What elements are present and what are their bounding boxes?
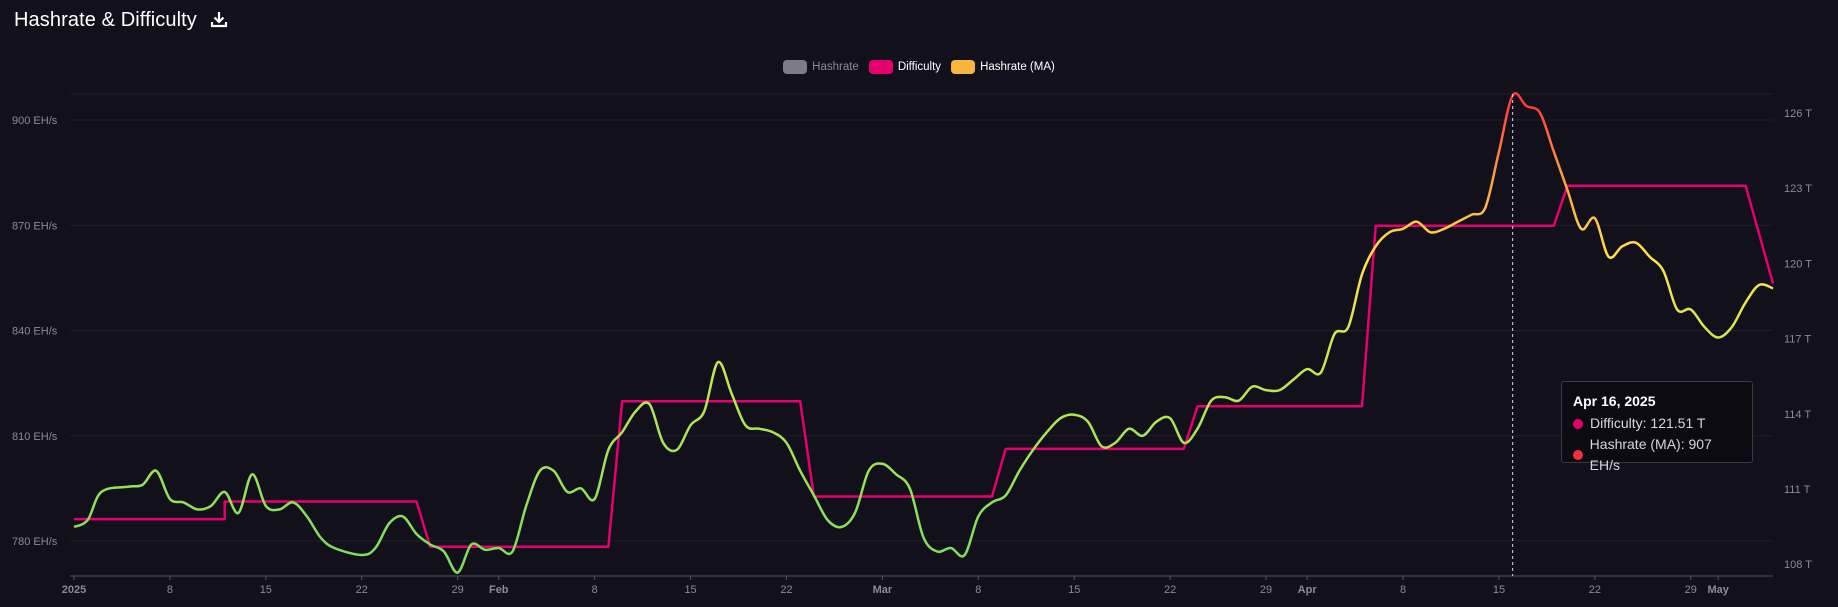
y-right-tick-label: 123 T [1784, 183, 1812, 195]
x-tick-label: May [1707, 584, 1729, 596]
x-tick-label: 8 [592, 584, 598, 596]
x-tick-label: 15 [260, 584, 272, 596]
y-left-tick-label: 870 EH/s [12, 220, 58, 232]
legend-item-hashrate[interactable]: Hashrate [783, 60, 859, 74]
legend-item-difficulty[interactable]: Difficulty [868, 60, 942, 74]
x-tick-label: 22 [1589, 584, 1601, 596]
chart-tooltip: Apr 16, 2025 Difficulty: 121.51 T Hashra… [1561, 381, 1753, 473]
x-tick-label: 8 [1400, 584, 1406, 596]
chart-header: Hashrate & Difficulty [14, 6, 229, 34]
x-tick-label: Mar [873, 584, 893, 596]
y-left-tick-label: 840 EH/s [12, 326, 58, 338]
tooltip-dot-hashrate [1573, 450, 1583, 460]
legend-swatch-hashrate-ma [951, 60, 976, 74]
tooltip-difficulty-value: Difficulty: 121.51 T [1590, 415, 1706, 431]
chart-legend: Hashrate Difficulty Hashrate (MA) [0, 60, 1838, 74]
x-tick-label: 22 [356, 584, 368, 596]
x-tick-label: 22 [780, 584, 792, 596]
x-tick-label: Apr [1298, 584, 1318, 596]
x-tick-label: 29 [1685, 584, 1697, 596]
y-left-tick-label: 810 EH/s [12, 431, 58, 443]
x-tick-label: 15 [1493, 584, 1505, 596]
hashrate-ma-line [73, 92, 1774, 574]
tooltip-row-difficulty: Difficulty: 121.51 T [1573, 413, 1741, 434]
x-tick-label: 29 [1260, 584, 1272, 596]
tooltip-row-hashrate: Hashrate (MA): 907 EH/s [1573, 434, 1741, 476]
y-right-tick-label: 111 T [1784, 484, 1811, 496]
x-tick-label: 15 [684, 584, 696, 596]
legend-swatch-difficulty [868, 60, 893, 74]
x-tick-label: 8 [167, 584, 173, 596]
y-left-tick-label: 780 EH/s [12, 536, 58, 548]
legend-swatch-hashrate [783, 60, 808, 74]
legend-label-difficulty: Difficulty [897, 61, 942, 73]
y-left-tick-label: 900 EH/s [12, 115, 58, 127]
chart-title: Hashrate & Difficulty [14, 8, 197, 31]
y-right-tick-label: 108 T [1784, 559, 1812, 571]
y-right-tick-label: 114 T [1784, 409, 1811, 421]
x-tick-label: 22 [1164, 584, 1176, 596]
x-tick-label: 2025 [62, 584, 86, 596]
x-tick-label: 15 [1068, 584, 1080, 596]
x-tick-label: Feb [489, 584, 509, 596]
legend-label-hashrate: Hashrate [812, 61, 859, 73]
tooltip-dot-difficulty [1573, 418, 1583, 429]
tooltip-date: Apr 16, 2025 [1573, 393, 1656, 409]
legend-item-hashrate-ma[interactable]: Hashrate (MA) [951, 60, 1055, 74]
download-icon-glyph [210, 12, 228, 28]
tooltip-hashrate-value: Hashrate (MA): 907 EH/s [1589, 436, 1712, 473]
y-right-tick-label: 126 T [1784, 108, 1812, 120]
y-right-tick-label: 117 T [1784, 334, 1811, 346]
legend-label-hashrate-ma: Hashrate (MA) [980, 61, 1055, 73]
x-tick-label: 8 [975, 584, 981, 596]
difficulty-line [74, 184, 1775, 548]
x-tick-label: 29 [452, 584, 464, 596]
y-right-tick-label: 120 T [1784, 258, 1812, 270]
download-icon[interactable] [209, 10, 229, 30]
